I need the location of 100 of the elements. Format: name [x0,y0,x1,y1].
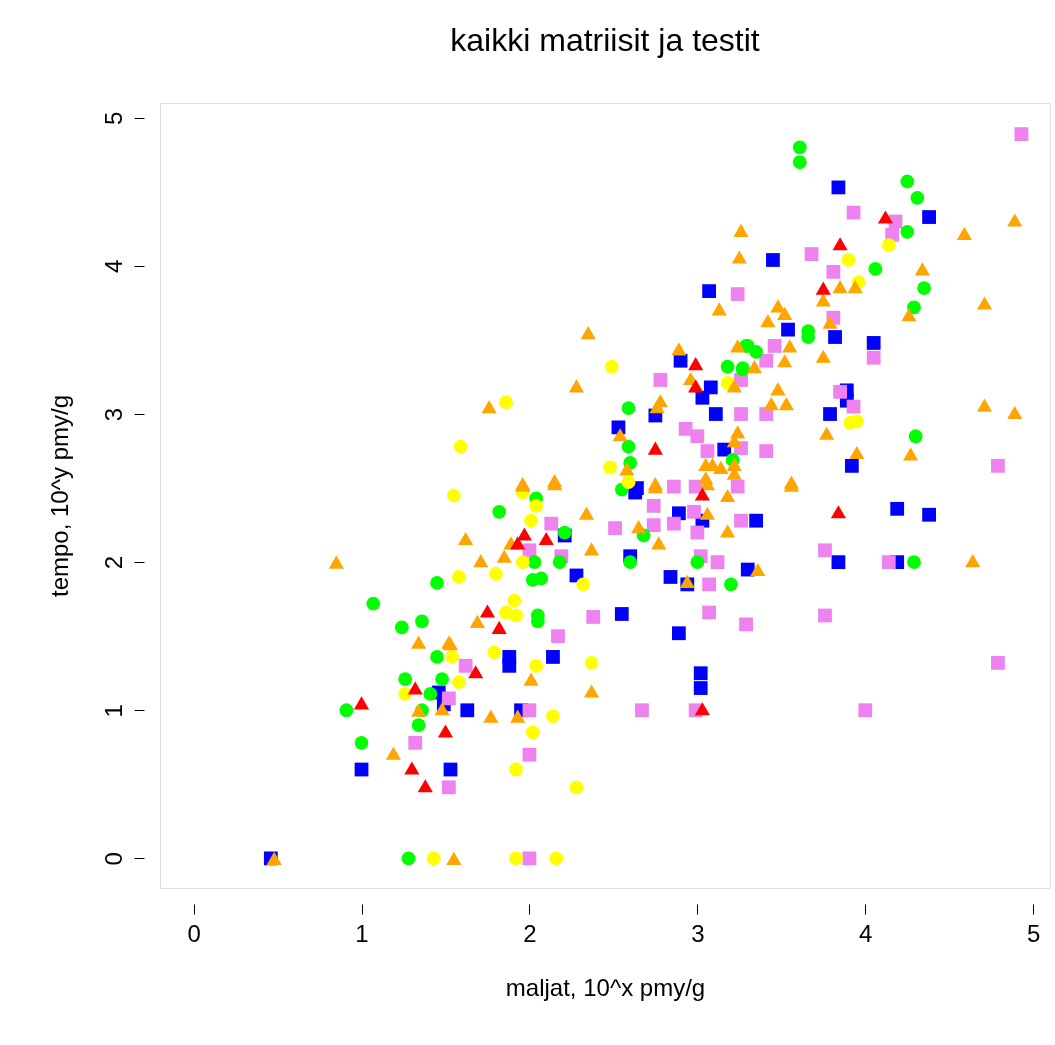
point [353,696,370,710]
point [614,607,629,621]
y-axis-title: tempo, 10^y pmy/g [45,394,73,598]
point [446,488,461,503]
y-tick-label: 4 [99,259,127,274]
point [858,703,873,718]
point [507,593,522,608]
point [522,703,537,718]
point [603,460,617,475]
point [700,444,715,458]
point [468,665,484,679]
point [759,444,774,458]
point [687,504,701,519]
point [693,666,708,681]
point [749,344,764,359]
point [991,458,1005,473]
point [522,747,537,762]
point [437,724,454,738]
point [922,210,936,224]
point [759,353,774,368]
point [509,608,523,623]
point [524,513,539,528]
point [492,504,507,519]
point [844,458,859,473]
point [866,350,881,365]
point [509,762,523,777]
point [900,174,915,189]
point [445,650,460,664]
point [487,645,502,660]
point [781,322,795,337]
y-tick-label: 2 [99,555,127,570]
point [522,851,537,866]
point [694,702,710,716]
point [846,399,861,414]
point [693,681,708,695]
point [792,140,807,155]
point [708,407,723,421]
x-tick-label: 1 [355,919,369,947]
point [621,401,636,415]
point [398,672,413,687]
point [417,779,433,793]
point [515,555,530,570]
x-tick-label: 2 [523,919,537,947]
point [841,253,856,267]
point [452,570,466,584]
point [509,851,523,866]
point [804,247,819,261]
point [666,479,681,494]
point [734,513,748,528]
point [671,626,686,641]
point [458,658,473,673]
point [734,407,748,421]
point [544,516,559,531]
point [724,577,738,592]
point [623,555,638,570]
point [663,570,678,584]
y-tick-label: 5 [99,111,127,125]
point [538,531,554,546]
point [881,238,896,253]
point [881,555,896,570]
point [877,210,894,224]
x-tick-label: 3 [691,919,705,947]
point [730,287,745,301]
point [453,439,468,454]
point [407,681,423,695]
point [452,675,466,689]
point [1014,127,1029,141]
point [621,475,636,490]
point [552,555,567,570]
point [818,608,832,623]
point [551,629,565,644]
point [621,439,636,454]
point [868,262,883,276]
point [907,300,921,315]
point [404,761,420,775]
point [739,617,753,632]
point [499,395,513,410]
point [832,237,848,251]
point [688,357,704,371]
point [792,155,807,170]
point [826,264,841,279]
point [546,650,560,664]
point [502,650,517,664]
point [635,703,649,718]
point [653,373,668,387]
point [900,224,915,239]
point [510,536,526,550]
point [647,441,663,455]
point [815,281,831,295]
y-tick-label: 3 [99,407,127,422]
point [818,543,832,558]
point [695,390,710,405]
point [702,284,717,298]
point [991,655,1005,670]
point [586,610,601,624]
x-tick-label: 0 [187,919,201,947]
point [430,576,444,590]
point [435,672,450,687]
point [702,577,717,592]
chart-title: kaikki matriisit ja testit [450,22,760,58]
